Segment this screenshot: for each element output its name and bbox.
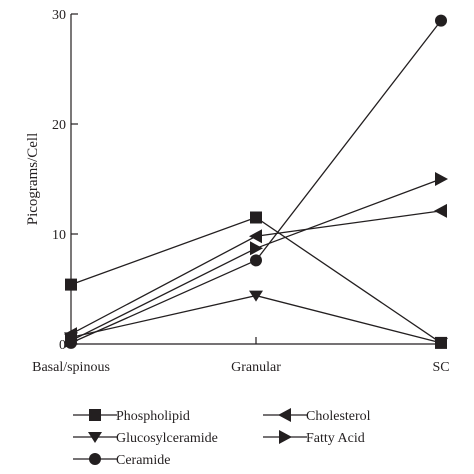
axis-ticks: 0 10 20 30 Basal/spinous Granular SC	[32, 8, 449, 375]
data-point-cholesterol	[434, 203, 447, 218]
x-tick-label: Basal/spinous	[32, 360, 110, 375]
data-point-fatty-acid	[250, 241, 263, 256]
y-tick-label: 20	[52, 118, 66, 133]
y-axis-label: Picograms/Cell	[25, 133, 41, 226]
y-tick-label: 10	[52, 228, 66, 243]
data-point-glucosylceramide	[434, 337, 448, 349]
y-tick-label: 30	[52, 8, 66, 23]
data-point-cholesterol	[64, 327, 77, 342]
data-point-phospholipid	[65, 278, 77, 291]
legend-marker-cholesterol	[278, 408, 291, 422]
data-point-phospholipid	[250, 211, 262, 224]
legend-marker-fatty-acid	[279, 430, 292, 444]
data-point-cholesterol	[249, 229, 262, 244]
legend-label-cholesterol: Cholesterol	[306, 409, 371, 424]
legend-marker-ceramide	[89, 453, 101, 465]
legend-marker-phospholipid	[89, 409, 101, 421]
legend-label-phospholipid: Phospholipid	[116, 409, 190, 424]
legend-label-fatty-acid: Fatty Acid	[306, 431, 365, 446]
data-point-glucosylceramide	[249, 290, 263, 302]
legend: Phospholipid Glucosylceramide Ceramide Chol…	[73, 408, 371, 468]
data-point-ceramide	[250, 254, 262, 267]
legend-label-glucosylceramide: Glucosylceramide	[116, 431, 218, 446]
series-line-cholesterol	[70, 210, 442, 335]
data-point-ceramide	[435, 14, 447, 27]
plot-area: Picograms/Cell	[25, 14, 441, 345]
series-markers	[64, 14, 448, 349]
x-tick-label: Granular	[231, 360, 281, 375]
legend-label-ceramide: Ceramide	[116, 453, 170, 468]
data-point-fatty-acid	[435, 172, 448, 186]
y-tick-label: 0	[59, 338, 66, 353]
legend-marker-glucosylceramide	[88, 432, 102, 443]
data-point-fatty-acid	[65, 333, 78, 348]
series-line-glucosylceramide	[70, 294, 442, 344]
x-tick-label: SC	[432, 360, 449, 375]
